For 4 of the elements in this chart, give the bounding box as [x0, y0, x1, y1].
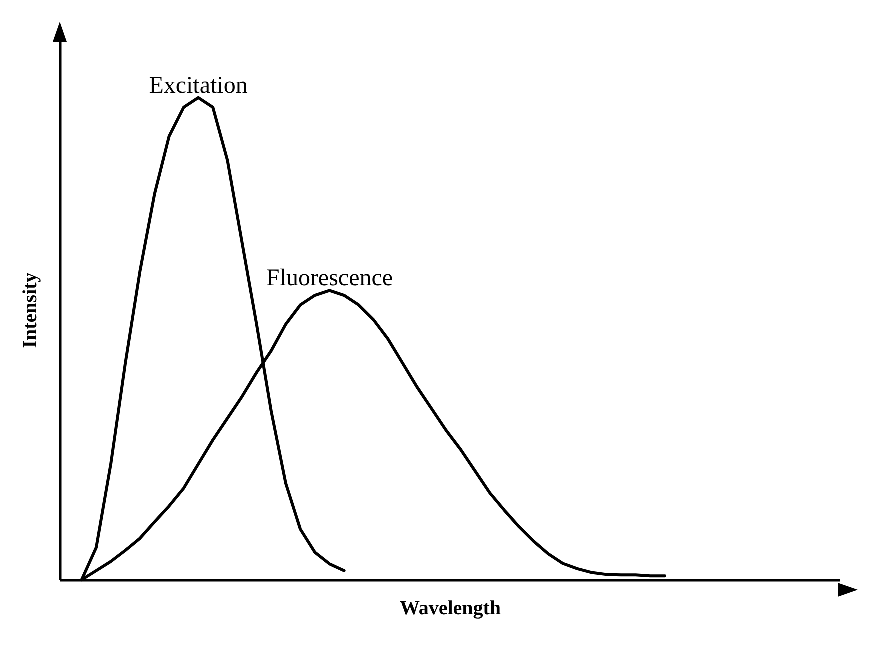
series-label: Fluorescence [266, 266, 394, 292]
x-axis-title: Wavelength [400, 598, 502, 620]
y-axis-title: Intensity [20, 272, 42, 348]
series-label: Excitation [149, 72, 248, 99]
